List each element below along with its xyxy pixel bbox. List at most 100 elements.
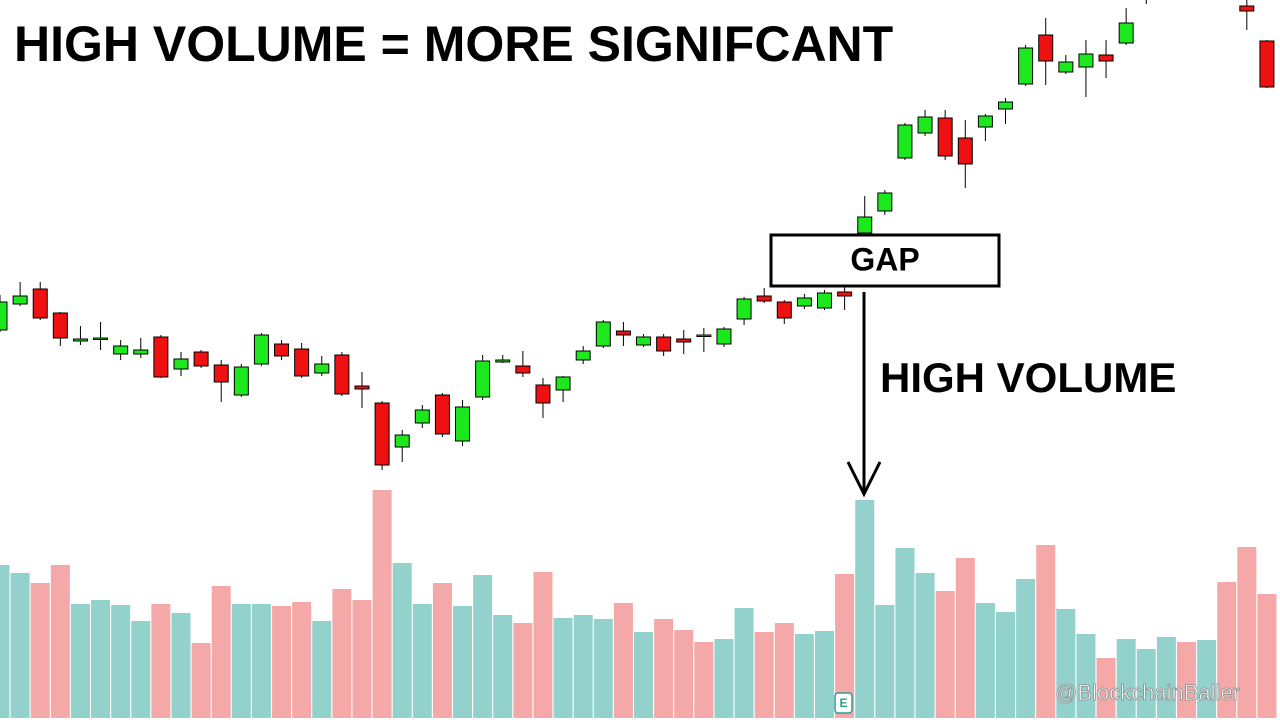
candle-body — [253, 334, 269, 365]
candle-body — [796, 297, 812, 307]
candle-body — [495, 359, 511, 363]
high-volume-label: HIGH VOLUME — [880, 354, 1176, 401]
volume-bar — [935, 591, 955, 718]
volume-bar — [734, 608, 754, 718]
candle-body — [575, 350, 591, 361]
volume-bar — [30, 583, 50, 718]
candle-body — [354, 385, 370, 390]
gap-box — [769, 233, 1001, 288]
candle-body — [52, 312, 68, 339]
candle-body — [12, 295, 28, 305]
volume-bar — [996, 612, 1015, 718]
volume-bar — [634, 632, 654, 718]
candle-body — [173, 358, 189, 370]
volume-bar — [613, 603, 633, 718]
candle-body — [615, 330, 631, 336]
candle-body — [1098, 54, 1114, 62]
candle-body — [213, 364, 229, 383]
volume-bar — [352, 600, 372, 718]
candle-body — [877, 192, 893, 212]
candle-body — [314, 363, 330, 374]
volume-bar — [694, 642, 714, 718]
candle-body — [1118, 22, 1134, 44]
candle-body — [555, 376, 571, 391]
volume-bar — [292, 602, 312, 718]
volume-bar — [191, 643, 211, 718]
candle-body — [414, 409, 430, 424]
candle-body — [595, 321, 611, 347]
volume-bar — [875, 605, 895, 718]
volume-bar — [1217, 582, 1237, 718]
candle-body — [1058, 61, 1074, 73]
candle-body — [1239, 5, 1255, 12]
volume-bar — [111, 605, 131, 718]
candle-body — [857, 216, 873, 234]
gap-label: GAP — [850, 241, 919, 277]
candle-body — [515, 365, 531, 374]
candle-body — [917, 116, 933, 134]
volume-bar — [1076, 634, 1096, 718]
volume-bar — [754, 632, 774, 718]
volume-bar — [211, 586, 231, 718]
candle-body — [1259, 40, 1275, 88]
candle-body — [837, 291, 853, 297]
volume-bar — [593, 619, 613, 718]
candle-body — [937, 117, 953, 157]
candle-body — [32, 288, 48, 319]
candle-body — [977, 115, 993, 128]
volume-bar — [553, 618, 573, 718]
candle-body — [475, 360, 491, 398]
volume-bar — [654, 619, 674, 718]
volume-bar — [231, 604, 251, 718]
candle-body — [897, 124, 913, 159]
volume-bar — [855, 500, 875, 718]
volume-bar — [573, 615, 593, 718]
volume-bar — [835, 574, 855, 718]
volume-bar — [332, 589, 352, 718]
candle-body — [294, 348, 310, 377]
volume-bar — [392, 563, 412, 718]
candle-body — [656, 336, 672, 352]
candle-body — [0, 301, 8, 331]
candle-body — [133, 349, 149, 355]
candle-body — [1078, 53, 1094, 68]
candle-body — [535, 384, 551, 404]
volume-bar — [1136, 649, 1156, 718]
candle-body — [957, 137, 973, 165]
candle-body — [113, 345, 129, 355]
price-pane — [0, 0, 1275, 470]
event-marker — [834, 692, 853, 714]
volume-bar — [1176, 642, 1196, 718]
volume-bar — [50, 565, 70, 718]
candle-body — [736, 298, 752, 320]
volume-bar — [533, 572, 553, 718]
volume-bar — [815, 631, 835, 718]
volume-bar — [0, 565, 10, 718]
arrow-head — [846, 461, 882, 498]
volume-pane — [0, 490, 1277, 718]
watermark: @BlockchainBaller — [1055, 680, 1240, 705]
candle-body — [193, 351, 209, 367]
volume-bar — [453, 606, 473, 718]
volume-bar — [915, 573, 935, 718]
volume-bar — [1116, 639, 1136, 718]
candle-body — [394, 434, 410, 448]
volume-bar — [171, 613, 191, 718]
candle-body — [93, 337, 109, 340]
candle-body — [696, 334, 712, 337]
volume-bar — [714, 639, 734, 718]
volume-bar — [473, 575, 493, 718]
volume-bar — [1036, 545, 1056, 718]
candle-body — [676, 338, 692, 343]
volume-bar — [131, 621, 151, 718]
candle-body — [233, 366, 249, 396]
event-marker-label: E — [839, 696, 847, 710]
candle-body — [153, 336, 169, 378]
volume-bar — [412, 604, 432, 718]
candle-body — [455, 406, 471, 442]
volume-bar — [1056, 609, 1076, 718]
volume-bar — [1197, 640, 1217, 718]
volume-bar — [312, 621, 332, 718]
volume-bar — [493, 615, 513, 718]
